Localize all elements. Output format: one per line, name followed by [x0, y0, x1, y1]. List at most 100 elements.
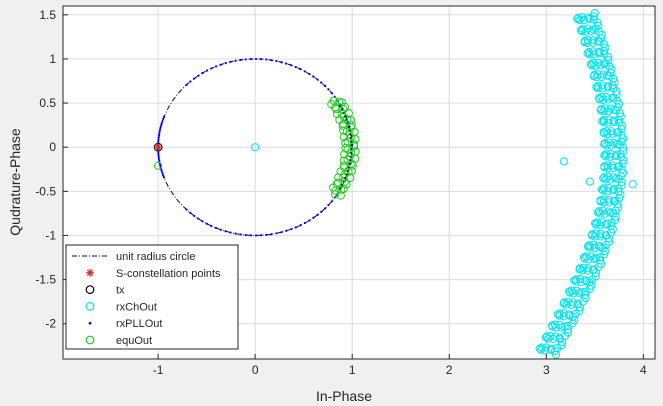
rxChOut-point: [599, 115, 609, 125]
equOut-point: [342, 180, 351, 189]
rxPLLOut-point: [210, 224, 213, 228]
equOut-point: [340, 102, 349, 112]
rxPLLOut-point: [159, 128, 162, 131]
rxPLLOut-point: [299, 68, 302, 71]
legend: unit radius circle S-constellation points…: [65, 244, 239, 350]
rxPLLOut-point: [157, 157, 161, 160]
x-tick-label: -1: [153, 363, 164, 377]
equOut-core-point: [348, 162, 351, 165]
rxPLLOut-point: [270, 233, 273, 236]
rxChOut-point: [583, 266, 592, 275]
y-axis-label: Qudrature-Phase: [7, 128, 23, 236]
rxChOut-point: [549, 334, 558, 344]
rxChOut-point: [585, 243, 595, 252]
legend-label: rxPLLOut: [116, 318, 162, 330]
equOut-point: [332, 104, 341, 114]
rxChOut-point: [599, 107, 608, 116]
rxPLLOut-point: [161, 119, 164, 123]
rxChOut-point: [612, 174, 621, 183]
rxChOut-point: [595, 49, 604, 58]
rxPLLOut-point: [157, 138, 160, 141]
y-tick-label: 0: [49, 140, 56, 154]
rxPLLOut-point: [254, 57, 258, 61]
rxPLLOut-point: [303, 70, 307, 73]
rxChOut-point: [581, 27, 590, 36]
legend-entry: unit radius circle: [72, 251, 195, 263]
rxPLLOut-point: [159, 126, 162, 129]
rxPLLOut-point: [260, 58, 263, 61]
rxChOut-point: [600, 163, 609, 172]
rxChOut-point: [588, 38, 597, 47]
rxPLLOut-point: [219, 228, 222, 231]
rxChOut-point: [589, 15, 598, 24]
rxChOut-point: [600, 250, 609, 259]
equOut-point: [329, 96, 338, 105]
rxChOut-point: [608, 186, 617, 195]
rxPLLOut-point: [316, 78, 319, 81]
rxPLLOut-point: [157, 155, 160, 158]
equOut-point: [349, 140, 359, 149]
equOut-point: [339, 156, 348, 165]
rxPLLOut-point: [330, 200, 333, 203]
equOut-core-point: [347, 126, 350, 128]
rxChOut-point: [604, 95, 613, 104]
rxPLLOut-point: [320, 210, 323, 213]
rxChOut-point: [540, 346, 550, 355]
legend-circle-marker: [85, 285, 95, 295]
rxPLLOut-point: [234, 232, 237, 235]
rxChOut-point: [604, 115, 613, 124]
rxChOut-point: [596, 253, 605, 262]
rxChOut-point: [604, 198, 614, 207]
legend-circle-marker: [85, 335, 95, 345]
rxPLLOut-point: [294, 65, 297, 69]
equOut-point: [332, 179, 341, 188]
rxChOut-point: [580, 16, 589, 25]
rxPLLOut-point: [308, 72, 311, 76]
rxChOut-point: [628, 180, 637, 189]
rxChOut-point: [590, 243, 599, 253]
equOut-core-point: [344, 177, 346, 179]
rxPLLOut-point: [303, 221, 307, 225]
rxChOut-point: [559, 157, 568, 166]
legend-label: rxChOut: [116, 301, 157, 313]
rxChOut-point: [601, 152, 610, 161]
rxPLLOut-point: [162, 115, 166, 119]
rxChOut-point: [562, 300, 571, 309]
rxChOut-point: [607, 141, 616, 150]
y-tick-label: -0.5: [35, 184, 56, 198]
rxChOut-point: [580, 254, 589, 263]
equOut-core-point: [349, 133, 352, 136]
y-tick-label: -1: [45, 228, 56, 242]
rxPLLOut-point: [290, 228, 293, 231]
rxChOut-point: [587, 26, 596, 35]
rxChOut-point: [610, 196, 619, 205]
rxChOut-point: [546, 345, 556, 355]
rxPLLOut-point: [157, 151, 160, 154]
rxPLLOut-point: [185, 83, 188, 86]
legend-circle-marker: [85, 302, 95, 311]
equOut-point: [336, 191, 345, 200]
rxChOut-series: [251, 8, 637, 359]
equOut-core-point: [349, 159, 352, 162]
rxChOut-point: [609, 163, 618, 173]
rxChOut-point: [577, 27, 587, 36]
equOut-core-point: [339, 187, 341, 190]
rxChOut-point: [582, 277, 591, 286]
rxChOut-point: [583, 49, 592, 58]
rxChOut-point: [612, 90, 621, 99]
rxPLLOut-point: [308, 219, 311, 222]
rxPLLOut-point: [265, 58, 268, 61]
x-tick-label: 2: [446, 363, 453, 377]
rxPLLOut-point: [312, 216, 315, 219]
rxPLLOut-point: [214, 65, 218, 68]
rxChOut-point: [555, 334, 564, 343]
rxPLLOut-point: [189, 80, 192, 83]
rxChOut-point: [581, 287, 590, 296]
rxPLLOut-point: [157, 140, 160, 143]
rxChOut-point: [594, 27, 604, 36]
rxChOut-point: [551, 350, 561, 359]
rxChOut-point: [585, 177, 595, 186]
rxPLLOut-point: [205, 69, 208, 72]
equOut-point: [335, 97, 344, 106]
rxPLLOut-point: [197, 74, 200, 77]
